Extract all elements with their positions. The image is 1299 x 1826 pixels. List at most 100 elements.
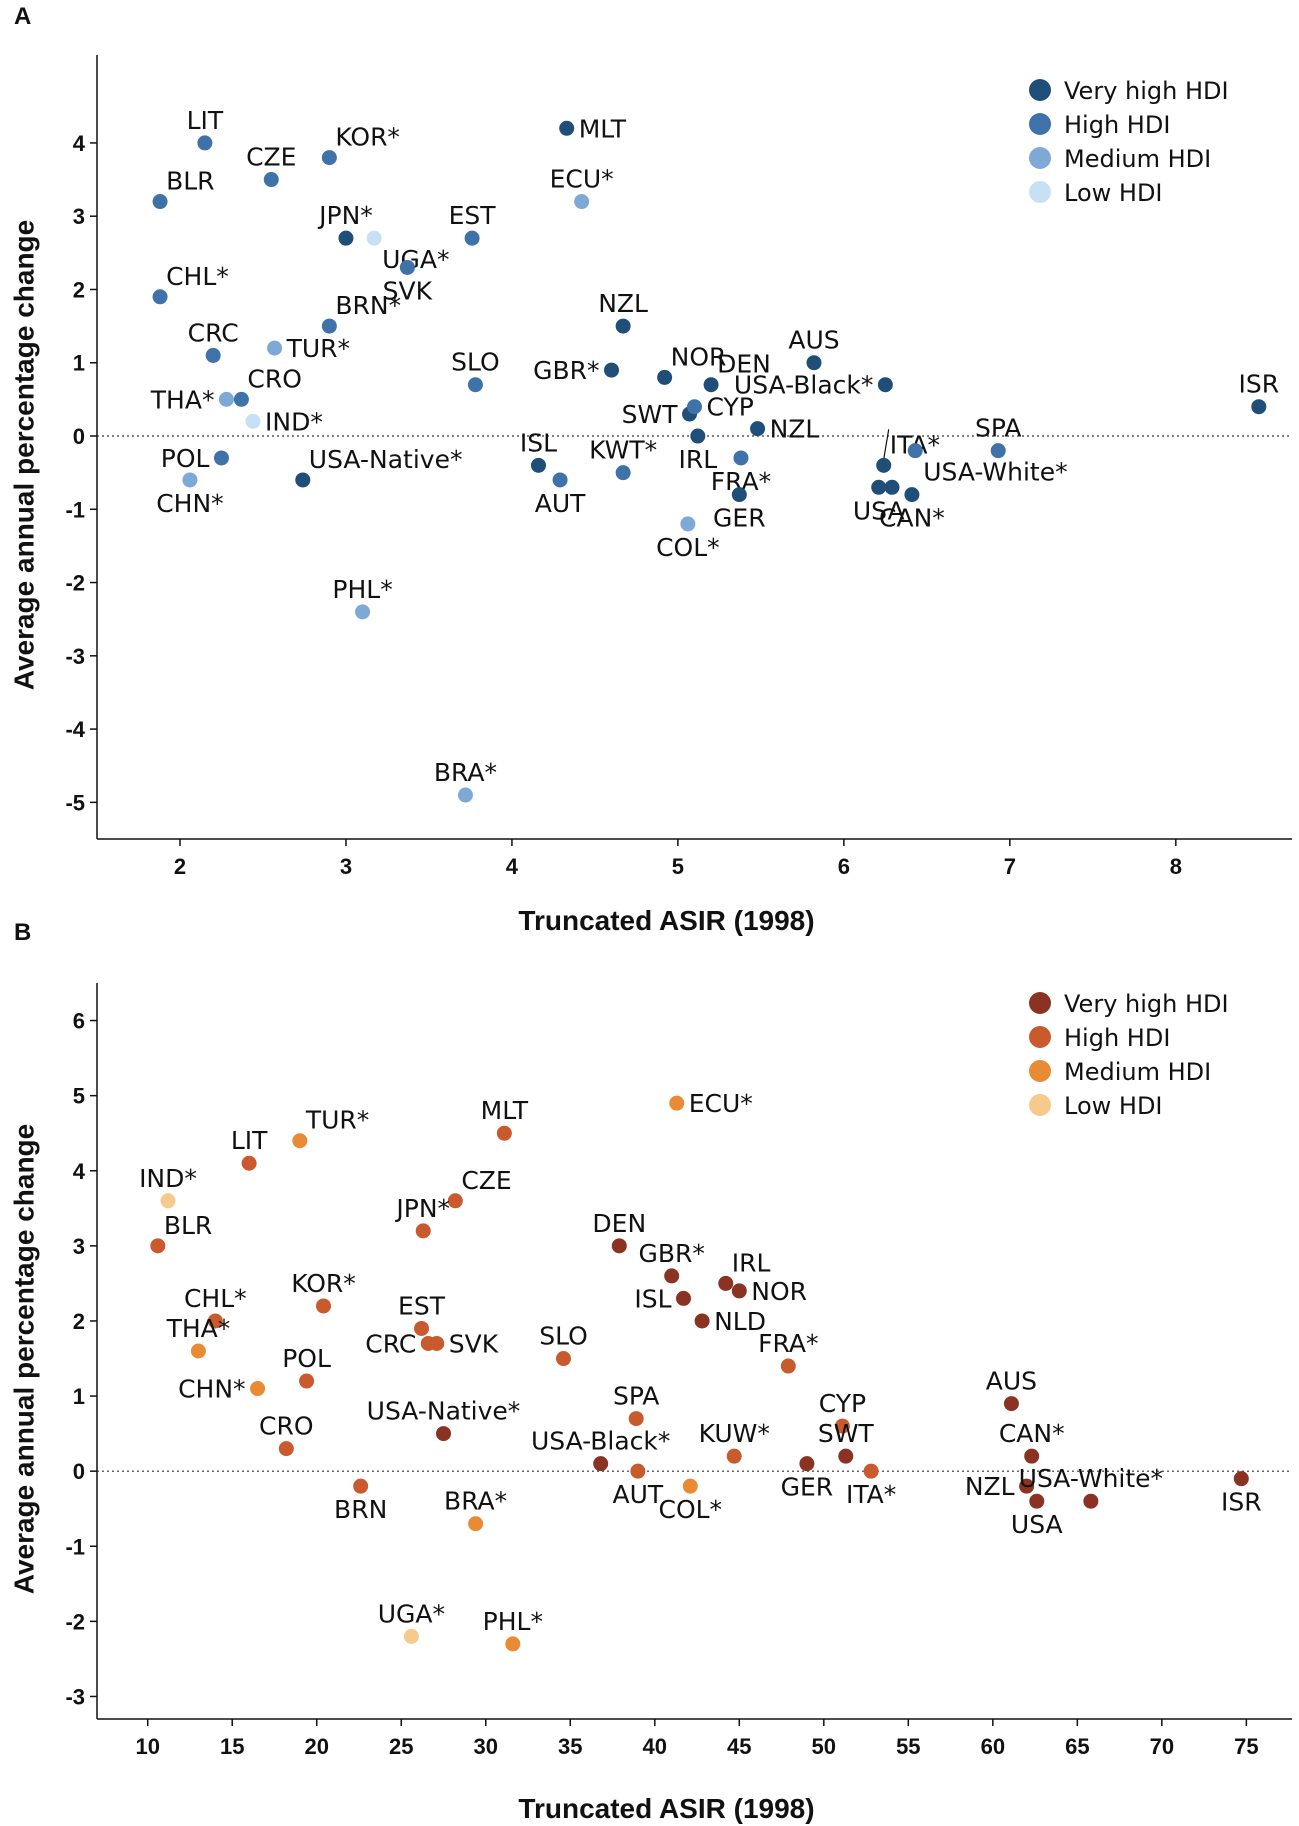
point-label: NZL (770, 415, 820, 444)
y-tick-label: 3 (73, 1234, 85, 1259)
y-tick-label: 1 (73, 1384, 85, 1409)
data-point (1233, 1471, 1249, 1487)
legend-entry: Low HDI (1064, 1092, 1163, 1120)
data-point (278, 1441, 294, 1457)
data-point (182, 472, 198, 488)
legend-entry: Medium HDI (1064, 145, 1211, 173)
point-label: GBR* (638, 1239, 704, 1268)
data-point (447, 1193, 463, 1209)
data-point (628, 1411, 644, 1427)
point-label: BLR (164, 1211, 212, 1240)
point-label: AUS (986, 1367, 1037, 1396)
point-label: USA-Black* (734, 371, 873, 400)
point-label: TUR* (286, 334, 350, 363)
data-point (552, 472, 568, 488)
point-label: BLR (166, 167, 214, 196)
data-point (694, 1313, 710, 1329)
point-label: CHN* (156, 489, 223, 518)
x-tick-label: 35 (558, 1734, 582, 1759)
y-tick-label: 0 (73, 1459, 85, 1484)
data-point (990, 443, 1006, 459)
y-tick-label: 3 (73, 204, 85, 229)
point-label: CAN* (879, 504, 945, 533)
point-label: FRA* (758, 1329, 818, 1358)
data-point (611, 1238, 627, 1254)
data-point (750, 421, 766, 437)
y-tick-label: -5 (65, 790, 85, 815)
data-point (1003, 1396, 1019, 1412)
data-point (414, 1320, 430, 1336)
data-point (806, 355, 822, 371)
point-label: SWT (818, 1419, 875, 1448)
point-label: BRA* (444, 1487, 507, 1516)
data-point (718, 1275, 734, 1291)
data-point (150, 1238, 166, 1254)
data-point (233, 391, 249, 407)
point-label: JPN* (394, 1194, 450, 1223)
x-tick-label: 10 (135, 1734, 159, 1759)
point-label: KUW* (699, 1419, 770, 1448)
point-label: AUT (613, 1480, 664, 1509)
point-label: TUR* (305, 1106, 369, 1135)
data-point (1019, 1478, 1035, 1494)
y-axis-title-b: Average annual percentage change (8, 1124, 39, 1594)
x-tick-label: 45 (727, 1734, 751, 1759)
x-tick-label: 65 (1065, 1734, 1089, 1759)
point-label: USA-Black* (531, 1427, 670, 1456)
point-label: IND* (139, 1164, 197, 1193)
point-label: THA* (166, 1314, 231, 1343)
x-tick-label: 25 (389, 1734, 413, 1759)
point-label: USA-Native* (309, 445, 463, 474)
x-tick-label: 60 (981, 1734, 1005, 1759)
y-tick-label: -3 (65, 1684, 85, 1709)
y-tick-label: 0 (73, 424, 85, 449)
data-point (530, 457, 546, 473)
x-tick-label: 6 (838, 854, 850, 879)
data-point (680, 516, 696, 532)
x-tick-label: 7 (1004, 854, 1016, 879)
x-axis-title-a: Truncated ASIR (1998) (518, 905, 814, 936)
point-label: ISL (520, 428, 557, 457)
data-point (863, 1463, 879, 1479)
point-label: JPN* (317, 201, 373, 230)
data-point (435, 1426, 451, 1442)
data-point (1251, 399, 1267, 415)
data-point (731, 1283, 747, 1299)
data-point (838, 1448, 854, 1464)
point-label: CYP (707, 393, 754, 422)
data-point (559, 120, 575, 136)
point-label: BRN (334, 1495, 387, 1524)
y-tick-label: 2 (73, 1309, 85, 1334)
point-label: COL* (656, 533, 720, 562)
data-point (669, 1095, 685, 1111)
point-label: POL (161, 444, 210, 473)
legend-swatch (1029, 1026, 1051, 1048)
data-point (1083, 1493, 1099, 1509)
data-point (263, 172, 279, 188)
data-point (505, 1636, 521, 1652)
point-label: CRC (188, 318, 239, 347)
data-point (399, 259, 415, 275)
point-label: SPA (975, 414, 1021, 443)
point-label: CHL* (166, 262, 229, 291)
data-point (876, 457, 892, 473)
x-tick-label: 2 (174, 854, 186, 879)
x-tick-label: 75 (1234, 1734, 1258, 1759)
data-point (315, 1298, 331, 1314)
data-point (429, 1335, 445, 1351)
data-point (871, 479, 887, 495)
data-point (593, 1456, 609, 1472)
point-label: IRL (678, 445, 717, 474)
legend-entry: High HDI (1064, 111, 1170, 139)
data-point (733, 450, 749, 466)
point-label: EST (398, 1291, 446, 1320)
x-tick-label: 3 (340, 854, 352, 879)
y-tick-label: -1 (65, 497, 85, 522)
y-tick-label: -3 (65, 644, 85, 669)
legend-swatch (1029, 1094, 1051, 1116)
point-label: USA (853, 496, 905, 525)
data-point (213, 450, 229, 466)
data-point (190, 1343, 206, 1359)
data-point (415, 1223, 431, 1239)
data-point (907, 443, 923, 459)
